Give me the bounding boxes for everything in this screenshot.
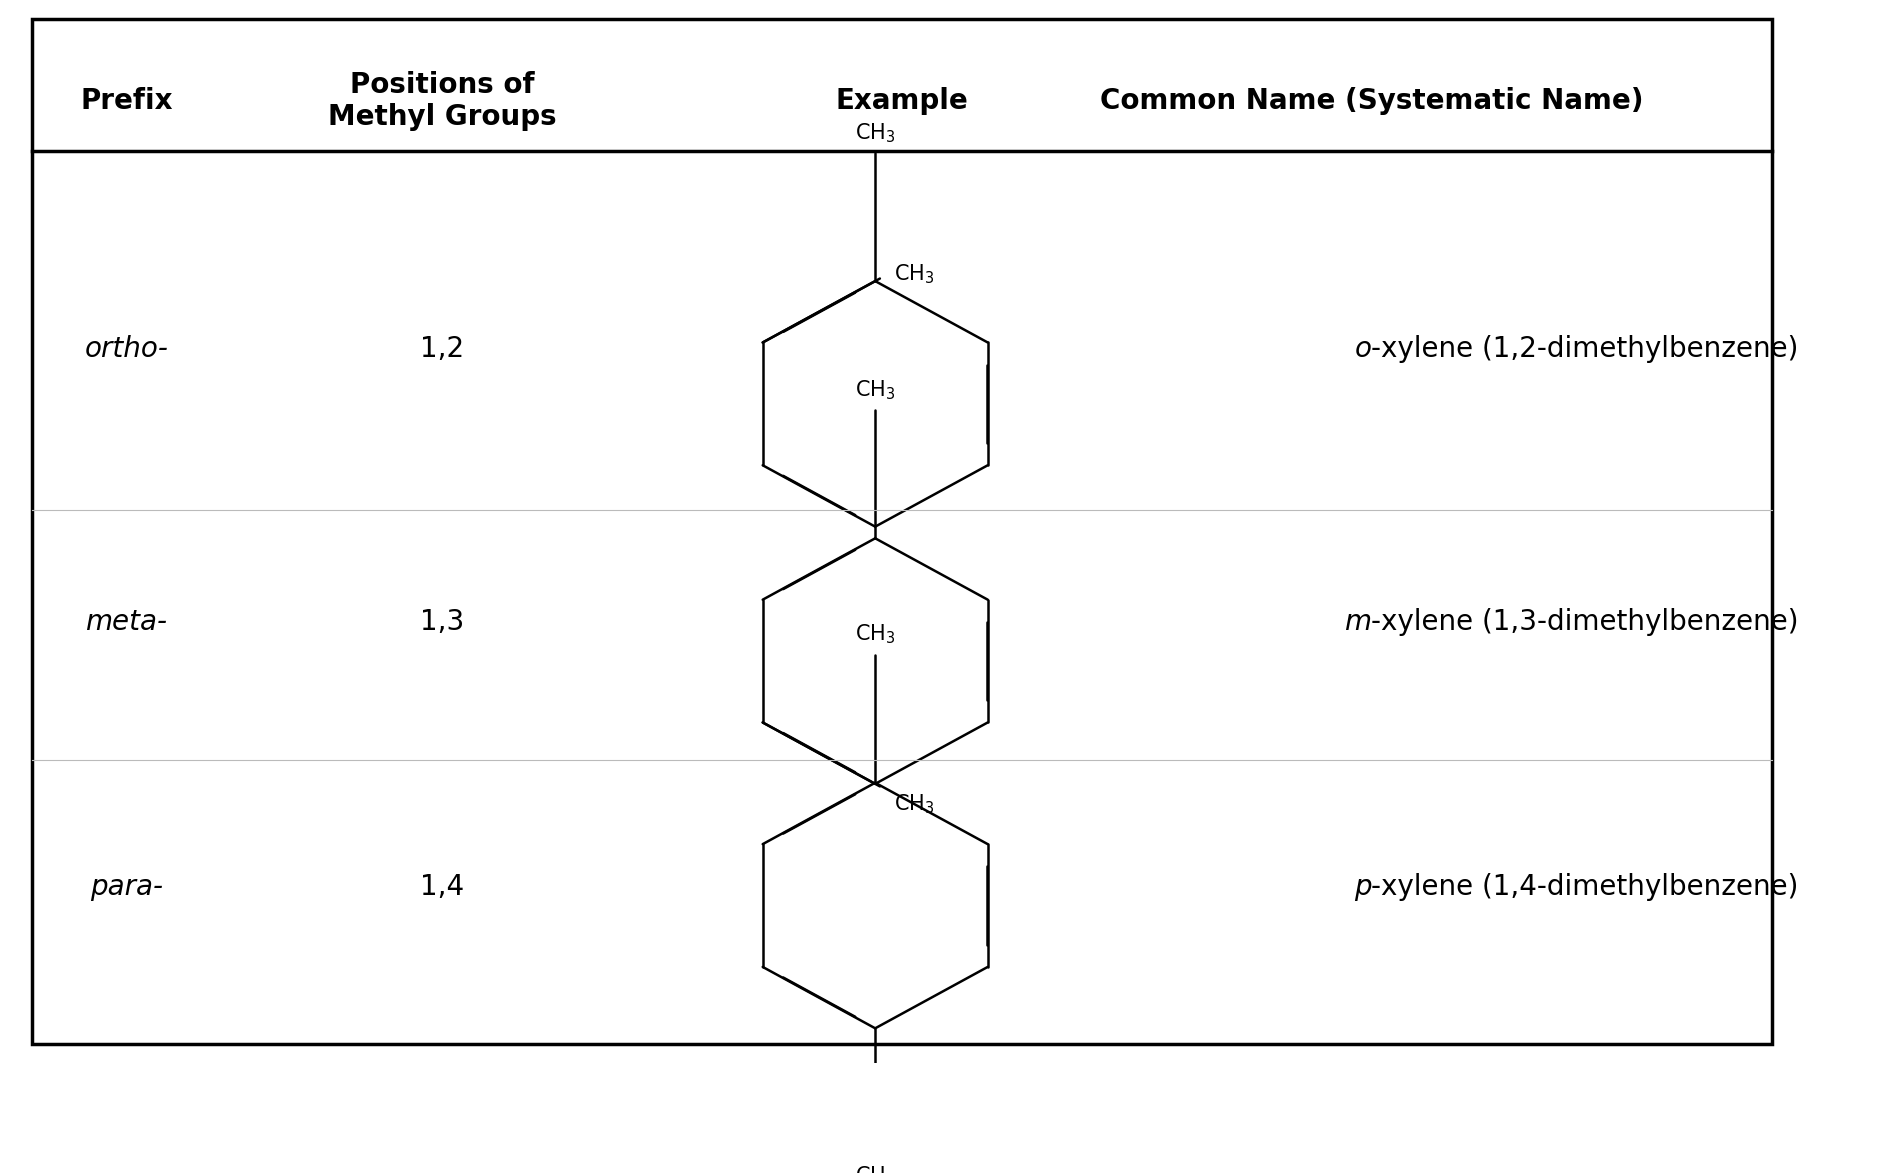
Text: o: o [1355,334,1372,362]
Text: CH$_3$: CH$_3$ [894,793,935,816]
Text: Common Name (Systematic Name): Common Name (Systematic Name) [1099,87,1643,115]
Text: -xylene (1,3-dimethylbenzene): -xylene (1,3-dimethylbenzene) [1372,608,1799,636]
Text: para-: para- [90,874,164,902]
Text: m: m [1344,608,1372,636]
Text: meta-: meta- [85,608,167,636]
Text: CH$_3$: CH$_3$ [894,263,935,286]
Text: CH$_3$: CH$_3$ [854,379,896,402]
Text: 1,4: 1,4 [420,874,465,902]
Text: ortho-: ortho- [85,334,167,362]
Text: 1,3: 1,3 [420,608,465,636]
Text: CH$_3$: CH$_3$ [854,623,896,646]
Text: -xylene (1,4-dimethylbenzene): -xylene (1,4-dimethylbenzene) [1372,874,1799,902]
Text: CH$_3$: CH$_3$ [854,1165,896,1173]
Text: 1,2: 1,2 [420,334,465,362]
Text: Example: Example [836,87,969,115]
Text: Prefix: Prefix [81,87,173,115]
Text: Positions of
Methyl Groups: Positions of Methyl Groups [327,70,557,131]
Text: p: p [1353,874,1372,902]
Text: -xylene (1,2-dimethylbenzene): -xylene (1,2-dimethylbenzene) [1372,334,1799,362]
Text: CH$_3$: CH$_3$ [854,121,896,144]
